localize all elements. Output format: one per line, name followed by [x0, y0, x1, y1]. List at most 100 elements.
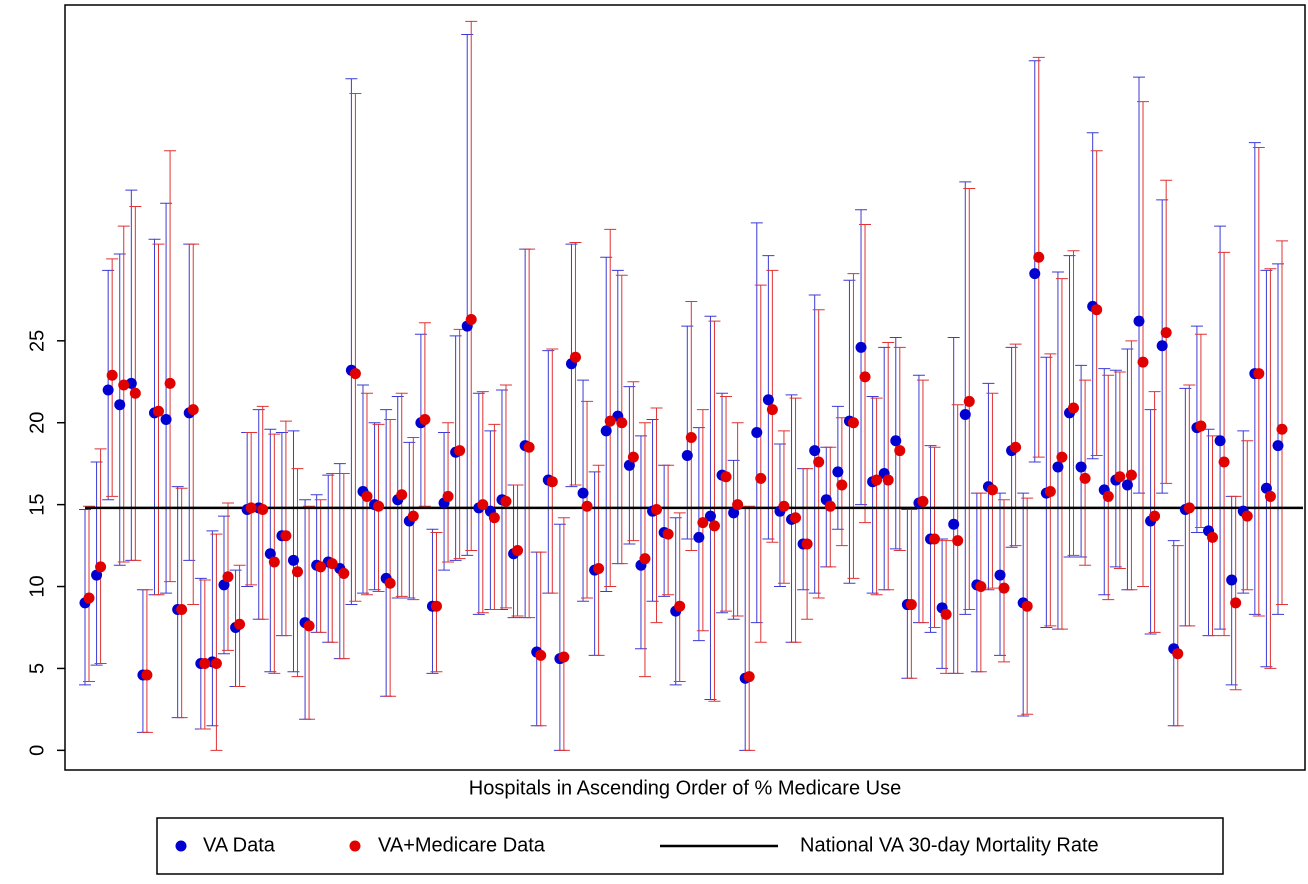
legend-label: VA+Medicare Data: [378, 834, 546, 856]
point: [1172, 648, 1184, 660]
point: [569, 351, 581, 363]
point: [1241, 510, 1253, 522]
error-bar: [1113, 371, 1126, 570]
point: [1214, 435, 1226, 447]
point: [762, 394, 774, 406]
point: [882, 474, 894, 486]
point: [697, 517, 709, 529]
point: [291, 566, 303, 578]
point: [824, 500, 836, 512]
error-bar: [1276, 240, 1288, 606]
error-bar: [754, 284, 767, 643]
point: [720, 471, 732, 483]
point: [809, 445, 821, 457]
point: [234, 618, 246, 630]
point: [199, 658, 211, 670]
point: [751, 427, 763, 439]
point: [454, 445, 466, 457]
point: [95, 561, 107, 573]
error-bar: [882, 341, 895, 591]
x-axis-label: Hospitals in Ascending Order of % Medica…: [469, 777, 901, 799]
error-bar: [998, 499, 1011, 663]
error-bar: [349, 92, 362, 602]
point: [948, 518, 960, 530]
point: [1010, 441, 1022, 453]
point: [488, 512, 500, 524]
point: [685, 431, 697, 443]
plot-frame: [64, 4, 1306, 771]
point: [160, 413, 172, 425]
point: [83, 592, 95, 604]
point: [662, 528, 674, 540]
error-bar: [384, 418, 397, 697]
point: [766, 404, 778, 416]
point: [558, 651, 570, 663]
error-bar: [720, 396, 733, 612]
point: [940, 608, 952, 620]
y-tick-label: 25: [26, 330, 48, 352]
point: [257, 504, 269, 516]
point: [986, 484, 998, 496]
y-tick-label: 15: [26, 494, 48, 516]
point: [929, 533, 941, 545]
legend-label: VA Data: [203, 834, 276, 856]
error-bar: [604, 228, 617, 588]
point: [280, 530, 292, 542]
point: [91, 569, 103, 581]
point: [801, 538, 813, 550]
error-bar: [140, 589, 153, 733]
point: [998, 582, 1010, 594]
point: [1075, 461, 1087, 473]
point: [152, 405, 164, 417]
point: [952, 535, 964, 547]
point: [218, 579, 230, 591]
point: [1125, 469, 1137, 481]
error-bar: [1137, 101, 1150, 588]
error-bar: [534, 551, 547, 727]
point: [338, 567, 350, 579]
error-bar: [743, 505, 756, 751]
point: [1114, 471, 1126, 483]
point: [994, 569, 1006, 581]
point: [1149, 510, 1161, 522]
legend-marker: [349, 840, 361, 852]
point: [268, 556, 280, 568]
error-bar: [638, 422, 651, 678]
point: [222, 571, 234, 583]
point: [600, 425, 612, 437]
point: [500, 495, 512, 507]
error-bar: [1229, 495, 1242, 691]
point: [859, 371, 871, 383]
point: [1264, 490, 1276, 502]
point: [102, 384, 114, 396]
point: [975, 581, 987, 593]
error-bar: [1252, 147, 1265, 617]
error-bar: [1079, 379, 1092, 566]
point: [1068, 402, 1080, 414]
point: [604, 415, 616, 427]
point: [616, 417, 628, 429]
point: [1121, 479, 1133, 491]
point: [477, 499, 489, 511]
error-bar: [1086, 132, 1099, 460]
point: [790, 512, 802, 524]
error-bar: [279, 420, 292, 637]
point: [855, 341, 867, 353]
point: [1021, 600, 1033, 612]
error-bar: [326, 473, 339, 643]
point: [164, 377, 176, 389]
error-bar: [905, 509, 918, 679]
point: [442, 490, 454, 502]
point: [847, 417, 859, 429]
point: [1207, 531, 1219, 543]
error-bar: [198, 579, 211, 730]
point: [1195, 420, 1207, 432]
y-tick-label: 0: [26, 745, 48, 756]
error-bar: [1171, 545, 1184, 727]
point: [523, 441, 535, 453]
legend-label: National VA 30-day Mortality Rate: [800, 834, 1099, 856]
y-tick-label: 10: [26, 575, 48, 597]
point: [465, 314, 477, 326]
point: [1160, 327, 1172, 339]
